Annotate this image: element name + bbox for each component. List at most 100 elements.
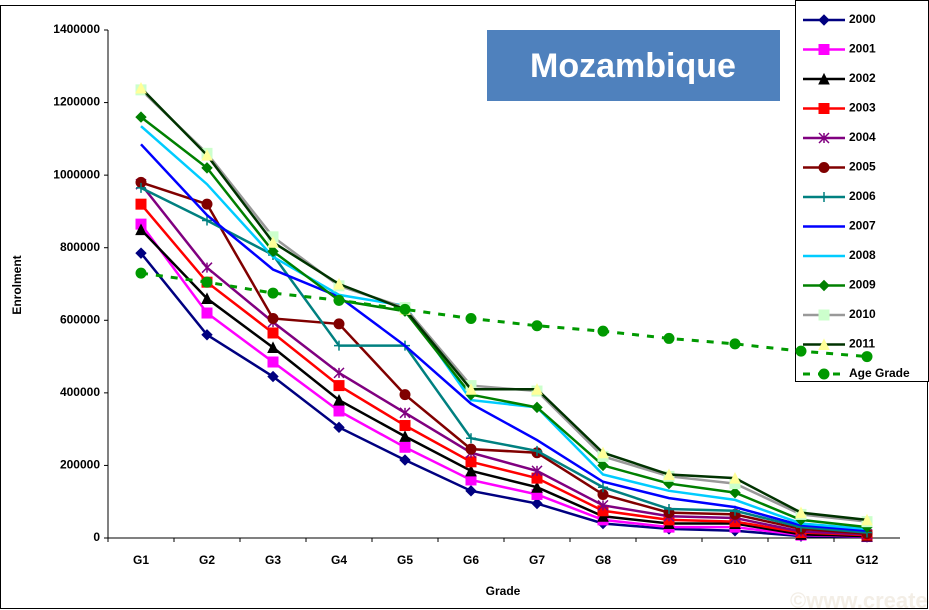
y-tick-label: 1400000	[53, 22, 100, 36]
data-point	[465, 485, 477, 497]
x-tick-label: G8	[595, 553, 611, 567]
data-point	[663, 468, 675, 480]
legend-marker	[818, 14, 830, 26]
data-point	[465, 474, 477, 486]
data-point	[532, 445, 542, 456]
data-point	[135, 111, 147, 123]
x-tick-label: G11	[790, 553, 812, 567]
data-point	[267, 312, 279, 324]
data-point	[729, 486, 741, 499]
data-point	[531, 481, 543, 493]
data-point	[531, 320, 543, 332]
data-point	[333, 405, 345, 417]
data-point	[136, 182, 146, 193]
data-point	[531, 401, 543, 414]
series-line	[140, 271, 868, 359]
x-tick-label: G10	[724, 553, 747, 567]
data-point	[399, 303, 411, 315]
legend-marker	[818, 103, 830, 114]
data-point	[267, 287, 279, 299]
data-point	[333, 393, 345, 406]
data-point	[201, 276, 213, 288]
legend-label: 2004	[849, 130, 876, 144]
data-point	[201, 329, 213, 341]
x-tick-label: G5	[397, 553, 413, 567]
series-line	[140, 228, 868, 538]
data-point	[267, 236, 279, 248]
data-point	[202, 215, 212, 226]
data-point	[663, 477, 675, 490]
data-point	[531, 383, 543, 395]
data-point	[465, 456, 477, 468]
data-point	[399, 454, 411, 466]
data-point	[597, 499, 609, 511]
legend-label: 2009	[849, 278, 876, 292]
title-box	[487, 30, 780, 101]
data-point	[135, 223, 147, 236]
legend-label: 2010	[849, 307, 876, 321]
data-point	[135, 81, 147, 94]
series-line	[140, 181, 868, 535]
series-line	[140, 116, 868, 529]
legend-label: 2002	[849, 71, 876, 85]
y-tick-label: 600000	[60, 312, 100, 326]
legend-box	[795, 0, 929, 382]
data-point	[333, 367, 345, 379]
legend-label: 2005	[849, 160, 876, 174]
data-point	[334, 340, 344, 351]
data-point	[861, 351, 873, 363]
data-point	[333, 277, 345, 290]
data-point	[201, 307, 213, 319]
y-tick-label: 400000	[60, 385, 100, 399]
data-point	[333, 294, 345, 306]
legend-marker	[818, 309, 830, 321]
data-point	[267, 327, 279, 339]
data-point	[597, 446, 609, 459]
y-tick-label: 200000	[60, 458, 100, 472]
data-point	[399, 441, 411, 453]
series-line	[140, 203, 868, 537]
series-line	[140, 143, 868, 532]
data-point	[795, 506, 807, 519]
data-point	[795, 345, 807, 357]
data-point	[333, 318, 345, 330]
data-point	[135, 267, 147, 279]
legend-marker	[818, 132, 830, 144]
data-point	[598, 482, 608, 493]
legend-marker	[818, 279, 830, 292]
series-line	[140, 125, 868, 531]
data-point	[399, 430, 411, 442]
legend-label: 2000	[849, 12, 876, 26]
data-point	[267, 341, 279, 353]
data-point	[267, 356, 279, 368]
legend-marker	[819, 192, 829, 202]
legend-label: 2003	[849, 101, 876, 115]
x-tick-label: G6	[463, 553, 479, 567]
series-line	[140, 252, 868, 539]
data-point	[399, 389, 411, 401]
data-point	[465, 312, 477, 324]
x-tick-label: G12	[856, 553, 879, 567]
y-tick-label: 1000000	[53, 167, 100, 181]
x-tick-label: G4	[331, 553, 347, 567]
data-point	[135, 198, 147, 210]
data-point	[201, 292, 213, 305]
x-tick-label: G7	[529, 553, 545, 567]
data-point	[597, 459, 609, 472]
legend-label: 2001	[849, 42, 876, 56]
data-point	[267, 245, 279, 258]
data-point	[729, 472, 741, 484]
y-tick-label: 0	[93, 530, 100, 544]
data-point	[531, 465, 543, 477]
data-point	[333, 380, 345, 392]
legend-marker	[818, 338, 830, 350]
data-point	[597, 325, 609, 337]
x-tick-label: G3	[265, 553, 281, 567]
legend-label: 2006	[849, 189, 876, 203]
data-point	[333, 421, 345, 434]
data-point	[664, 503, 674, 514]
legend-label: Age Grade	[849, 366, 910, 380]
legend-marker	[818, 44, 830, 55]
data-point	[861, 513, 873, 526]
